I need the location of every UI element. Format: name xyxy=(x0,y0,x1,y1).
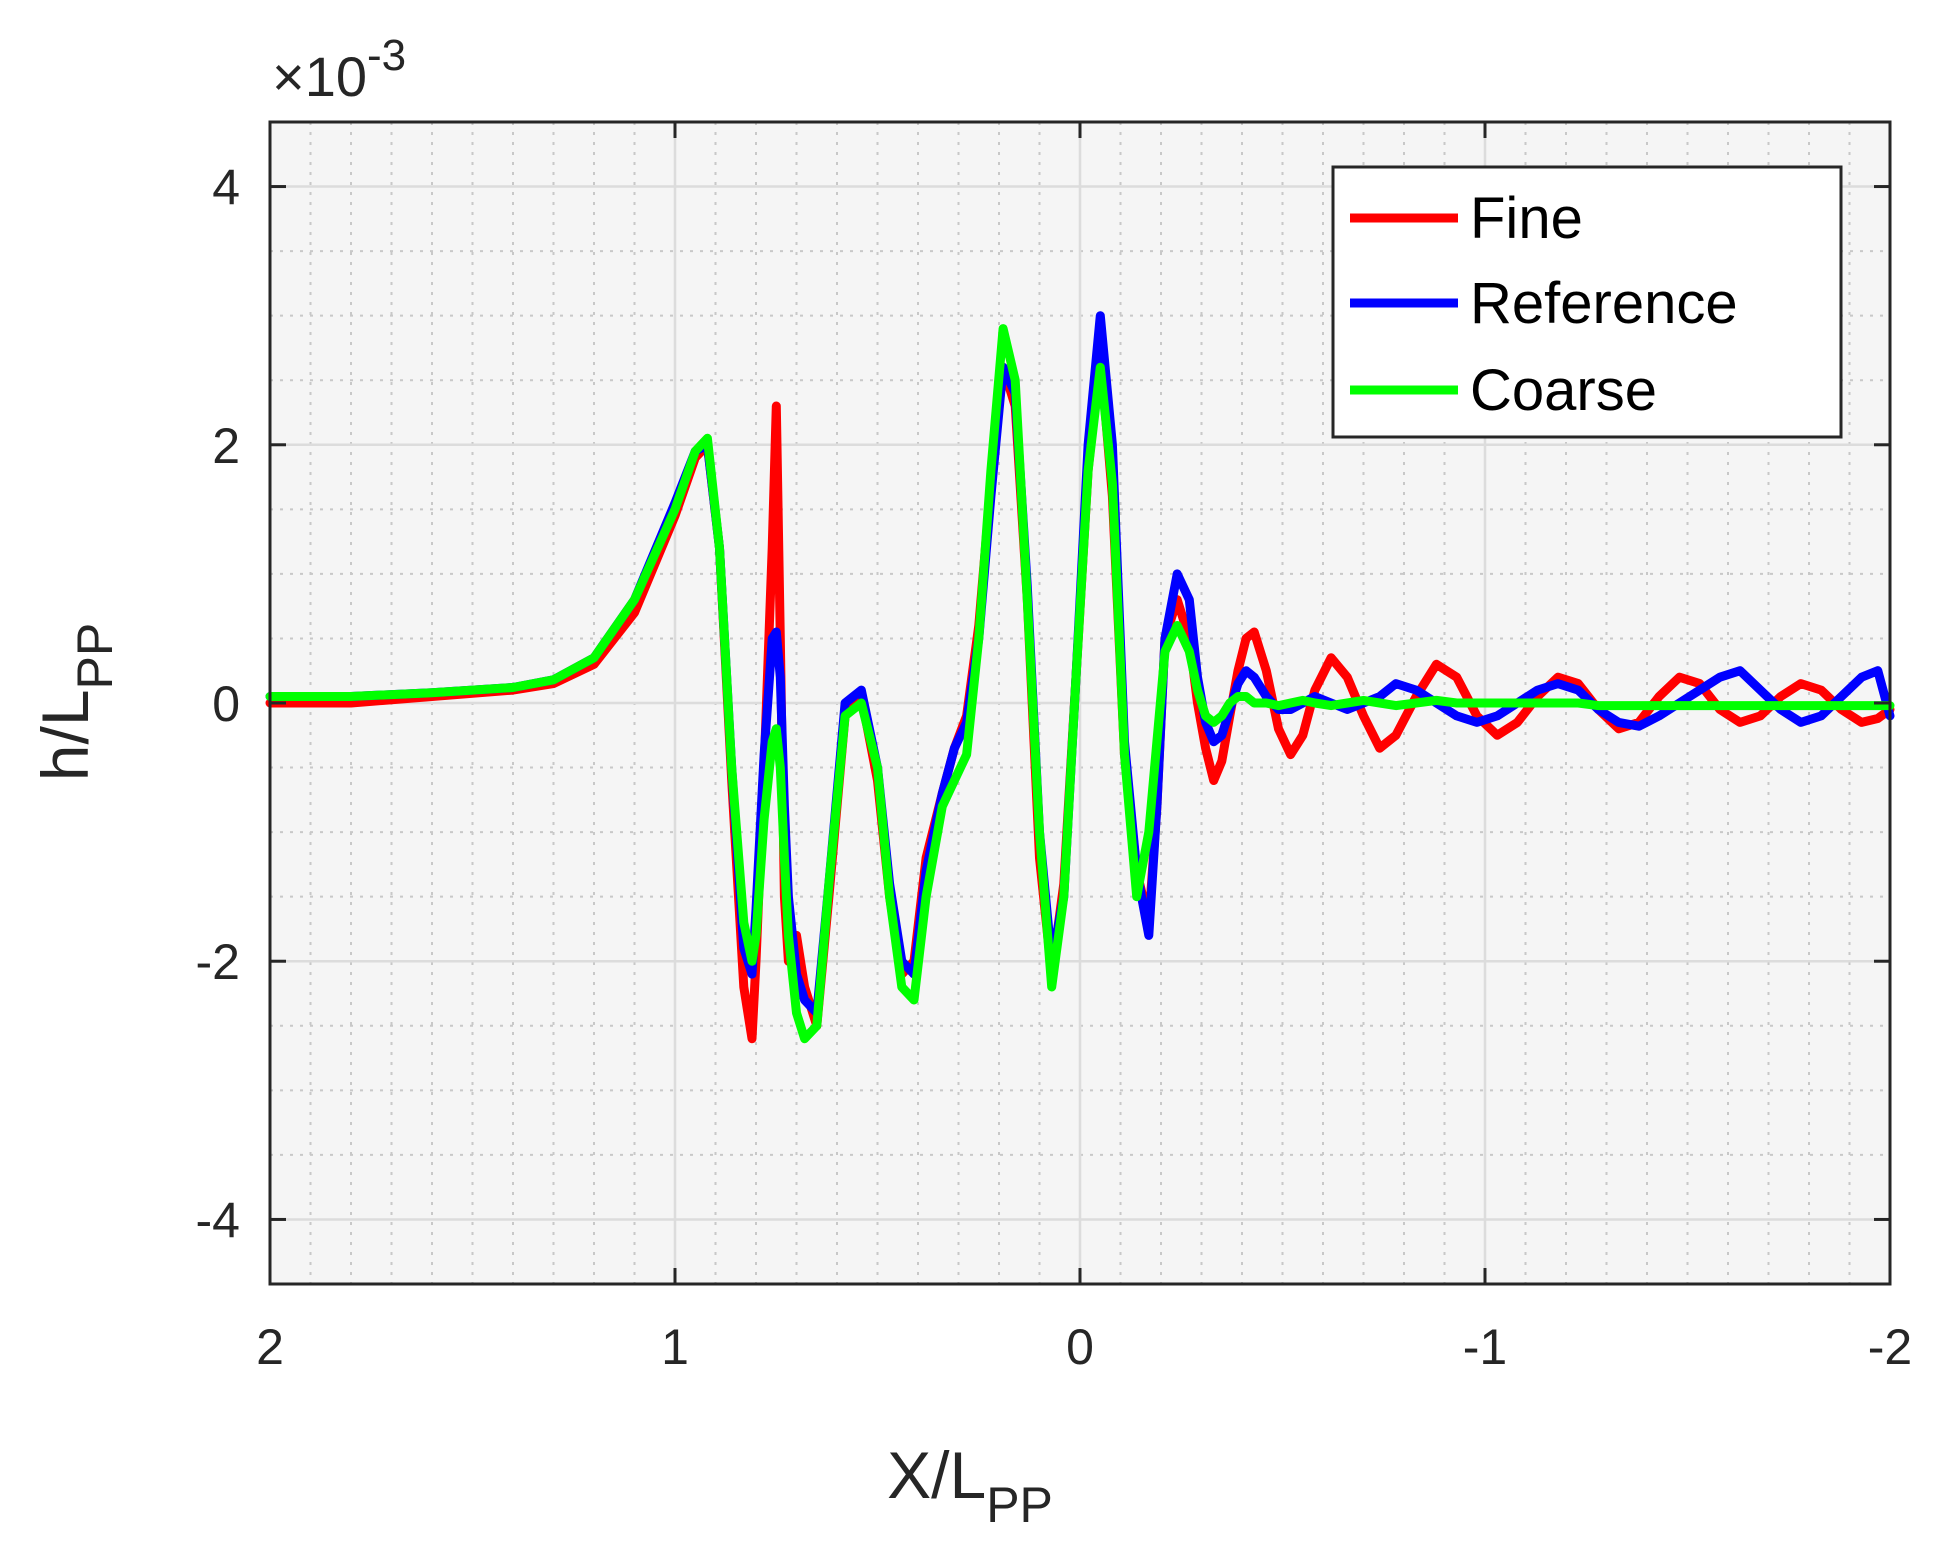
axis-ticks xyxy=(268,122,1892,1284)
x-tick-label: -2 xyxy=(1868,1319,1912,1375)
legend-label-reference: Reference xyxy=(1470,271,1738,336)
y-axis-title-main: h/L xyxy=(28,689,102,781)
x-tick-label: 0 xyxy=(1066,1319,1094,1375)
series-line-coarse xyxy=(265,324,1895,1044)
legend: Fine Reference Coarse xyxy=(1331,165,1843,439)
x-tick-label: -1 xyxy=(1463,1319,1507,1375)
y-tick-label: -4 xyxy=(196,1192,240,1248)
y-axis-title-sub: PP xyxy=(67,623,123,690)
y-tick-label: 4 xyxy=(212,160,240,216)
y-multiplier: ×10-3 xyxy=(272,31,406,108)
x-axis-title-sub: PP xyxy=(986,1477,1053,1533)
y-axis-title: h/LPP xyxy=(28,623,123,781)
x-axis-title: X/LPP xyxy=(887,1438,1053,1533)
y-multiplier-exponent: -3 xyxy=(367,31,406,80)
x-tick-label: 1 xyxy=(661,1319,689,1375)
legend-label-coarse: Coarse xyxy=(1470,358,1657,423)
tick-labels: 2 1 0 -1 -2 4 2 0 -2 -4 xyxy=(196,160,1913,1375)
y-tick-label: 2 xyxy=(212,418,240,474)
x-tick-label: 2 xyxy=(256,1319,284,1375)
y-multiplier-prefix: ×10 xyxy=(272,45,367,108)
x-axis-title-main: X/L xyxy=(887,1438,986,1512)
legend-label-fine: Fine xyxy=(1470,186,1583,251)
y-tick-label: -2 xyxy=(196,934,240,990)
series-layer xyxy=(265,311,1895,1044)
y-tick-label: 0 xyxy=(212,676,240,732)
